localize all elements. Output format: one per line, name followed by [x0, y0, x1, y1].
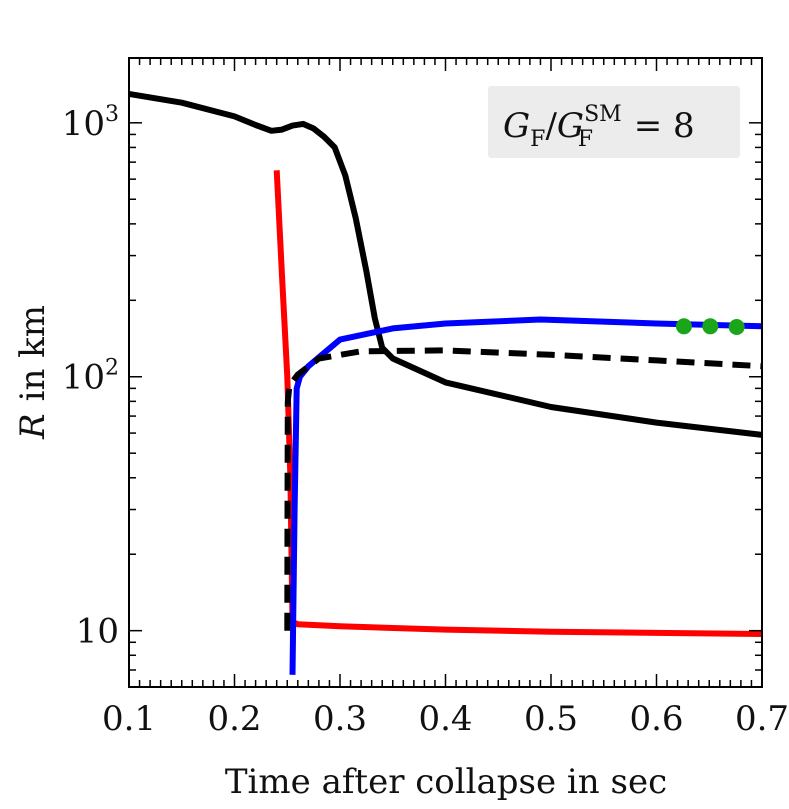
annotation-box: GF/GSM F = 8: [488, 86, 740, 158]
series-group: [128, 90, 763, 675]
y-axis-label-rest: in km: [13, 305, 53, 401]
annotation-slash: /: [545, 106, 557, 146]
annotation-text: GF/GSM F = 8: [503, 102, 695, 152]
x-tick-label: 0.1: [102, 699, 156, 739]
series-line-1: [128, 90, 763, 438]
x-tick-label: 0.6: [629, 699, 683, 739]
marker-group: [675, 318, 745, 335]
y-tick-labels: 10 102 103: [62, 102, 119, 652]
series-line-4: [284, 347, 763, 631]
series-line-2: [273, 170, 763, 637]
x-axis-label: Time after collapse in sec: [225, 762, 667, 802]
x-tick-label: 0.3: [313, 699, 367, 739]
y-axis-label: Rin km: [13, 305, 53, 440]
annotation-sub1: F: [530, 127, 545, 152]
data-point-marker: [728, 318, 745, 335]
x-tick-label: 0.7: [735, 699, 789, 739]
annotation-rest: = 8: [623, 106, 695, 146]
y-axis-label-var: R: [13, 413, 53, 440]
annotation-g2: G: [557, 106, 584, 146]
x-tick-labels: 0.1 0.2 0.3 0.4 0.5 0.6 0.7: [102, 699, 789, 739]
y-tick-label: 103: [62, 102, 119, 144]
y-tick-label: 102: [62, 356, 119, 398]
x-tick-label: 0.2: [207, 699, 261, 739]
data-point-marker: [702, 318, 719, 335]
x-tick-label: 0.4: [418, 699, 472, 739]
axes-group: [128, 57, 763, 688]
annotation-g1: G: [503, 106, 530, 146]
x-tick-label: 0.5: [524, 699, 578, 739]
annotation-sub2: F: [578, 127, 593, 152]
y-tick-label: 10: [76, 612, 119, 652]
annotation-sup: SM: [584, 102, 622, 127]
series-line-3: [289, 316, 763, 675]
data-point-marker: [675, 318, 692, 335]
